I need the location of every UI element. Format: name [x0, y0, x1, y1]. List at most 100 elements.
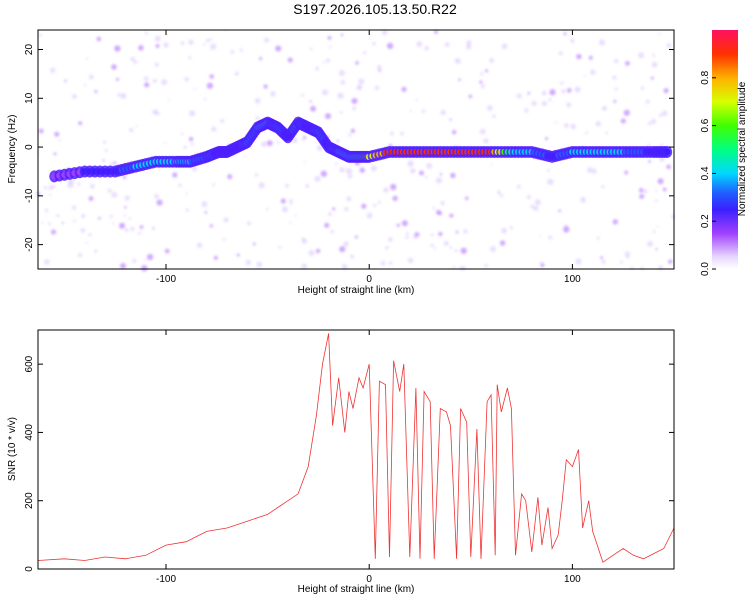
noise-blob [415, 98, 418, 101]
noise-blob [387, 237, 393, 242]
noise-blob [44, 259, 50, 265]
noise-blob [180, 132, 184, 136]
spectrogram-ylabel: Frequency (Hz) [7, 115, 18, 184]
noise-blob [378, 69, 381, 72]
noise-blob [243, 155, 246, 158]
noise-blob [329, 45, 332, 49]
noise-blob [314, 175, 321, 182]
noise-blob [196, 242, 203, 249]
spectrogram-ytick-label: -20 [24, 237, 35, 252]
noise-blob [47, 222, 51, 226]
noise-blob [598, 39, 606, 46]
noise-blob [246, 221, 252, 226]
noise-blob [620, 118, 626, 124]
noise-blob [58, 139, 61, 142]
noise-blob [138, 45, 144, 51]
noise-blob [301, 263, 307, 270]
noise-blob [657, 178, 664, 185]
noise-blob [554, 121, 558, 124]
colorbar: 0.0 0.2 0.4 0.6 0.8 Normalized spectral ampl… [700, 30, 748, 276]
noise-blob [309, 100, 312, 103]
noise-blob [466, 40, 472, 46]
spectrogram-ytick-label: 20 [24, 44, 35, 56]
noise-blob [614, 87, 618, 91]
noise-blob [510, 226, 513, 229]
noise-blob [266, 140, 273, 147]
noise-blob [480, 84, 486, 89]
snr-ytick-label: 0 [24, 566, 35, 572]
noise-blob [346, 196, 352, 202]
noise-blob [563, 32, 567, 36]
noise-blob [201, 201, 208, 208]
noise-blob [485, 69, 489, 73]
noise-blob [347, 173, 353, 179]
noise-blob [558, 209, 561, 213]
noise-blob [345, 167, 352, 175]
noise-blob [180, 41, 185, 46]
noise-blob [643, 189, 648, 194]
noise-blob [61, 221, 64, 225]
noise-blob [374, 85, 380, 91]
noise-blob [655, 199, 658, 203]
noise-blob [359, 167, 365, 173]
noise-blob [210, 43, 217, 50]
noise-blob [109, 161, 114, 166]
noise-blob [85, 57, 89, 60]
noise-blob [439, 173, 443, 176]
noise-blob [405, 236, 409, 240]
noise-blob [443, 240, 449, 246]
noise-blob [73, 219, 76, 223]
noise-blob [396, 223, 400, 227]
noise-blob [524, 108, 529, 113]
noise-blob [109, 214, 113, 218]
noise-blob [463, 229, 468, 234]
snr-xlabel: Height of straight line (km) [298, 584, 415, 595]
noise-blob [72, 93, 77, 99]
noise-blob [301, 138, 305, 141]
snr-xtick-label: -100 [156, 574, 176, 585]
noise-blob [419, 170, 424, 176]
noise-blob [213, 255, 218, 260]
colorbar-tick-label: 0.6 [700, 118, 711, 132]
noise-blob [650, 76, 654, 80]
noise-blob [44, 208, 49, 213]
noise-blob [500, 193, 504, 198]
noise-blob [81, 213, 86, 219]
noise-blob [144, 31, 148, 35]
noise-blob [339, 110, 343, 114]
noise-blob [245, 259, 251, 266]
noise-blob [658, 32, 661, 36]
noise-blob [322, 61, 326, 64]
noise-blob [655, 248, 658, 251]
noise-blob [539, 235, 542, 238]
noise-blob [83, 83, 87, 87]
noise-blob [549, 89, 556, 96]
noise-blob [363, 51, 366, 54]
noise-blob [281, 206, 288, 213]
noise-blob [167, 98, 171, 101]
noise-blob [51, 185, 56, 189]
noise-blob [564, 123, 569, 128]
noise-blob [590, 69, 596, 75]
noise-blob [655, 189, 658, 192]
noise-blob [184, 146, 187, 149]
noise-blob [67, 181, 74, 189]
noise-blob [350, 128, 356, 134]
spectrogram-ytick-label: 0 [24, 144, 35, 150]
noise-blob [479, 128, 486, 135]
noise-blob [516, 93, 522, 99]
noise-blob [154, 110, 159, 115]
snr-ytick-label: 200 [24, 492, 35, 509]
noise-blob [80, 228, 86, 233]
noise-blob [234, 71, 239, 76]
noise-blob [479, 80, 483, 84]
noise-blob [255, 116, 260, 121]
noise-blob [120, 263, 126, 269]
noise-blob [527, 91, 531, 95]
noise-blob [185, 192, 188, 195]
noise-blob [132, 258, 137, 263]
noise-blob [490, 163, 493, 166]
noise-blob [576, 53, 582, 60]
noise-blob [351, 98, 358, 105]
noise-blob [254, 98, 261, 104]
